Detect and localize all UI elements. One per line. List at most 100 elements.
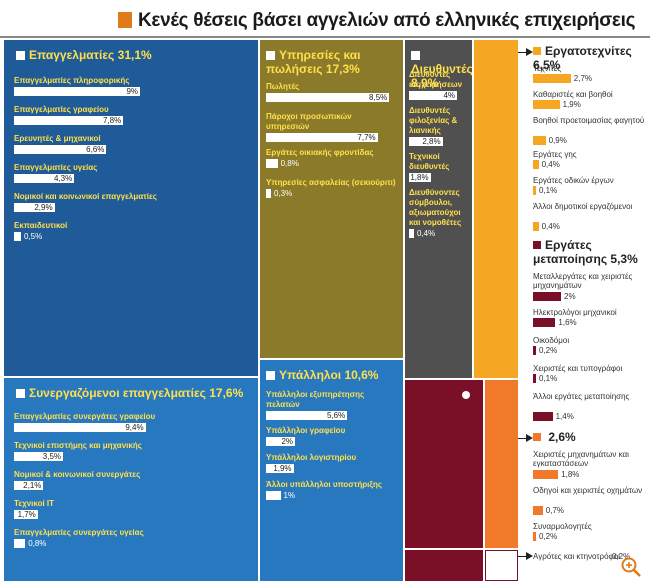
right-item-bar [533,292,561,301]
header-square-icon [533,433,541,441]
item-label: Εργάτες οικιακής φροντίδας [266,148,374,157]
right-item-label: Οικοδόμοι [533,336,570,345]
right-item-label: Εργάτες γης [533,150,577,159]
item-label: Τεχνικοί IT [14,499,55,508]
block-header-managers: Διευθυντές 8,9% [411,48,473,90]
item-services: Πάροχοι προσωπικών υπηρεσιών 7,7% [266,112,397,142]
right-item-bar [533,470,559,479]
block-name: Επαγγελματίες [29,48,115,62]
block-associates: Συνεργαζόμενοι επαγγελματίες 17,6% Επαγγε… [4,378,258,581]
item-bar: 9,4% [14,423,146,432]
right-item-bar [533,74,571,83]
item-value: 9,4% [125,423,144,432]
item-services: Εργάτες οικιακής φροντίδας 0,8% [266,148,397,168]
item-managers: Τεχνικοί διευθυντές 1,8% [409,152,468,182]
block-header-associates: Συνεργαζόμενοι επαγγελματίες 17,6% [16,386,258,400]
item-value: 7,8% [102,116,122,125]
right-item-value: 0,1% [539,186,558,195]
right-item-bar [533,532,536,541]
item-label: Υπάλληλοι εξυπηρέτησης πελατών [266,390,365,409]
zoom-icon[interactable] [620,556,642,578]
item-label: Άλλοι υπάλληλοι υποστήριξης [266,480,383,489]
item-label: Νομικοί και κοινωνικοί επαγγελματίες [14,192,157,201]
item-label: Ερευνητές & μηχανικοί [14,134,101,143]
right-header-value: 2,6% [548,430,576,444]
item-value: 5,6% [326,411,346,420]
item-professionals: Νομικοί και κοινωνικοί επαγγελματίες 2,9% [14,192,248,212]
right-item-value: 0,2% [539,346,558,355]
item-associates: Τεχνικοί IT 1,7% [14,499,248,519]
connector-dot [462,391,470,399]
item-managers: Διευθύνοντες σύμβουλοι, αξιωματούχοι και… [409,188,468,238]
item-value: 1,7% [17,510,36,519]
strip-craft [474,40,518,378]
right-item-label: Άλλοι εργάτες μεταποίησης [533,392,630,401]
right-item-label: Χειριστές μηχανημάτων και εγκαταστάσεων [533,450,629,468]
item-label: Επαγγελματίες υγείας [14,163,98,172]
item-bar: 2,9% [14,203,55,212]
item-label: Επαγγελματίες συνεργάτες υγείας [14,528,144,537]
strip-processing [405,380,483,548]
item-bar: 8,5% [266,93,390,102]
block-value: 10,6% [344,368,379,382]
item-clerks: Άλλοι υπάλληλοι υποστήριξης 1% [266,480,397,500]
item-bar: 1% [266,491,295,500]
right-header-operators: 2,6% [533,430,645,444]
item-bar: 2% [266,437,295,446]
item-value: 8,5% [369,93,388,102]
right-item-label: Χειριστές και τυπογράφοι [533,364,623,373]
item-label: Διευθυντές φιλοξενίας & λιανικής [409,106,458,135]
right-header-craft: Εργατοτεχνίτες 6,5% [533,44,645,72]
item-label: Εκπαιδευτικοί [14,221,68,230]
item-label: Διευθύνοντες σύμβουλοι, αξιωματούχοι και… [409,188,462,227]
header-square-icon [16,51,25,60]
right-item-value: 0,7% [545,506,565,515]
right-item-label: Άλλοι δημοτικοί εργαζόμενοι [533,202,633,211]
right-item-bar [533,160,539,169]
right-item-value: 1,8% [561,470,580,479]
right-item-label: Καθαριστές και βοηθοί [533,90,613,99]
right-item-label: Ηλεκτρολόγοι μηχανικοί [533,308,617,317]
chart-title: Κενές θέσεις βάσει αγγελιών από ελληνικέ… [118,10,636,36]
item-value: 4,3% [53,174,73,183]
right-item-value: 0,4% [541,160,560,169]
item-label: Επαγγελματίες πληροφορικής [14,76,130,85]
header-square-icon [16,389,25,398]
item-bar: 0,8% [266,159,299,168]
block-header-professionals: Επαγγελματίες 31,1% [16,48,258,62]
right-item-bar [533,506,543,515]
right-item-value: 2,7% [573,74,593,83]
item-bar: 7,7% [266,133,378,142]
item-value: 0,3% [274,189,293,198]
item-managers: Διευθυντές επιχειρήσεων 4% [409,70,468,100]
item-label: Πωλητές [266,82,300,91]
item-services: Υπηρεσίες ασφαλείας (σεκιούριτι) 0,3% [266,178,397,198]
block-value: 8,9% [411,76,439,90]
item-bar: 6,6% [14,145,107,154]
right-item-label: Τεχνίτες [533,64,562,73]
item-label: Επαγγελματίες συνεργάτες γραφείου [14,412,156,421]
item-clerks: Υπάλληλοι λογιστηρίου 1,9% [266,453,397,473]
arrow-line-craft [518,52,528,53]
item-value: 3,5% [42,452,61,461]
chart-title-text: Κενές θέσεις βάσει αγγελιών από ελληνικέ… [138,10,636,31]
item-bar: 2,1% [14,481,44,490]
header-square-icon [411,51,420,60]
right-item-bar [533,346,536,355]
right-item-label: Εργάτες οδικών έργων [533,176,614,185]
item-bar: 2,8% [409,137,443,146]
right-header-processing: Εργάτες μεταποίησης 5,3% [533,238,645,266]
item-bar: 7,8% [14,116,124,125]
item-value: 2,8% [422,137,441,146]
item-label: Υπηρεσίες ασφαλείας (σεκιούριτι) [266,178,396,187]
item-bar: 4% [409,91,457,100]
right-item-bar [533,412,553,421]
item-bar: 0,4% [409,229,435,238]
block-clerks: Υπάλληλοι 10,6% Υπάλληλοι εξυπηρέτησης πε… [260,360,403,581]
item-value: 0,5% [24,232,43,241]
arrow-line-agri [518,556,528,557]
right-item-value: 0,1% [539,374,558,383]
right-item-label: Μεταλλεργάτες και χειριστές μηχανημάτων [533,272,633,290]
item-bar: 0,3% [266,189,292,198]
strip-agri-fill [405,550,483,581]
